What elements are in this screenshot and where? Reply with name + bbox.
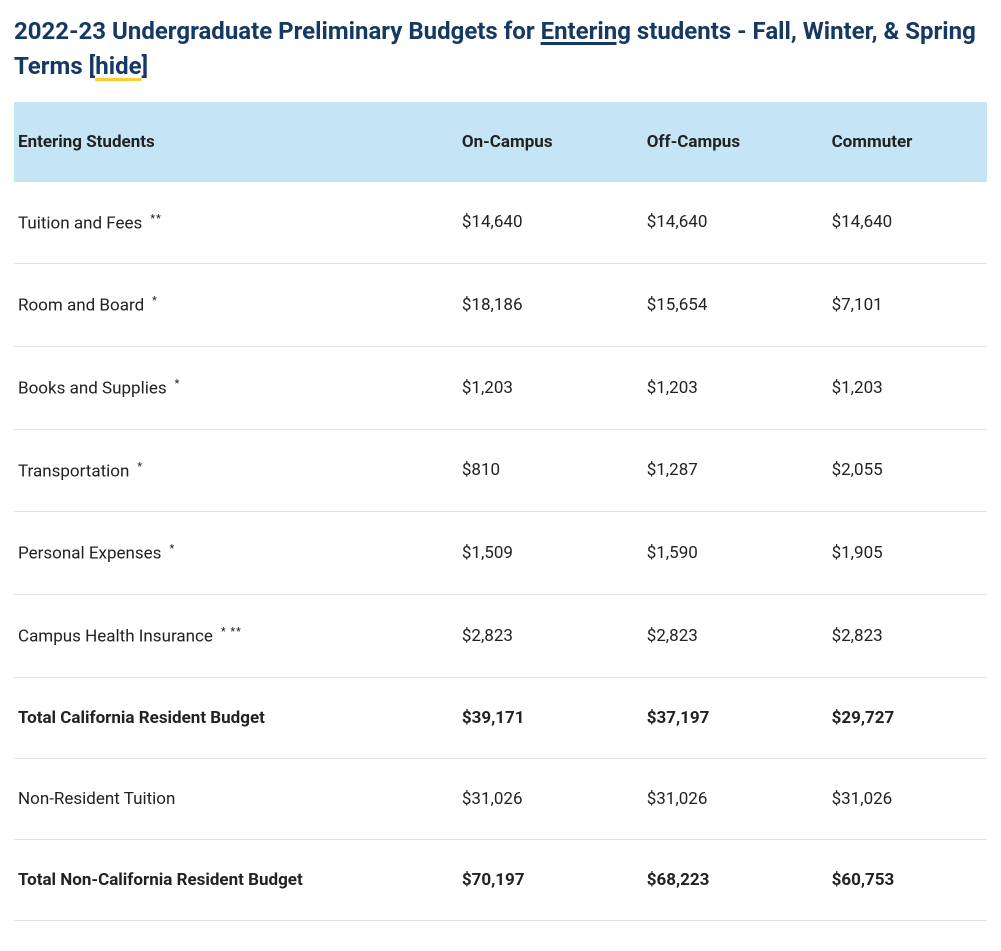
row-label-cell: Total California Resident Budget [14, 677, 452, 758]
value-cell: $2,823 [452, 594, 637, 677]
row-label: Campus Health Insurance [18, 627, 213, 647]
col-header: Entering Students [14, 102, 452, 182]
row-label-cell: Tuition and Fees ** [14, 182, 452, 264]
table-row: Campus Health Insurance* **$2,823$2,823$… [14, 594, 987, 677]
value-cell: $39,171 [452, 677, 637, 758]
value-cell: $14,640 [452, 182, 637, 264]
row-label: Transportation [18, 461, 129, 481]
value-cell: $15,654 [637, 264, 822, 347]
row-label: Room and Board [18, 296, 144, 316]
value-cell: $810 [452, 429, 637, 512]
table-row: Transportation * $810$1,287$2,055 [14, 429, 987, 512]
value-cell: $1,203 [637, 346, 822, 429]
table-header-row: Entering Students On-Campus Off-Campus C… [14, 102, 987, 182]
table-row: Total California Resident Budget$39,171$… [14, 677, 987, 758]
row-label-cell: Campus Health Insurance * ** [14, 594, 452, 677]
hide-link[interactable]: hide [95, 52, 141, 80]
table-row: Room and Board * $18,186$15,654$7,101 [14, 264, 987, 347]
row-label-cell: Books and Supplies * [14, 346, 452, 429]
row-label-cell: Room and Board * [14, 264, 452, 347]
row-label-cell: Personal Expenses * [14, 512, 452, 595]
value-cell: $1,590 [637, 512, 822, 595]
value-cell: $2,823 [822, 594, 987, 677]
row-label-cell: Transportation * [14, 429, 452, 512]
value-cell: $37,197 [637, 677, 822, 758]
row-label: Books and Supplies [18, 379, 167, 399]
value-cell: $18,186 [452, 264, 637, 347]
value-cell: $1,509 [452, 512, 637, 595]
footnote-marker: * [137, 460, 143, 473]
table-body: Tuition and Fees**$14,640$14,640$14,640R… [14, 182, 987, 920]
row-label: Non-Resident Tuition [18, 789, 175, 809]
page-title: 2022-23 Undergraduate Preliminary Budget… [14, 14, 987, 84]
value-cell: $68,223 [637, 839, 822, 920]
value-cell: $14,640 [637, 182, 822, 264]
footnote-marker: ** [150, 212, 161, 225]
value-cell: $70,197 [452, 839, 637, 920]
value-cell: $1,203 [822, 346, 987, 429]
title-prefix: 2022-23 Undergraduate Preliminary Budget… [14, 17, 541, 45]
row-label-cell: Non-Resident Tuition [14, 758, 452, 839]
value-cell: $31,026 [452, 758, 637, 839]
col-header: Off-Campus [637, 102, 822, 182]
title-close-bracket: ] [142, 52, 149, 80]
value-cell: $2,823 [637, 594, 822, 677]
value-cell: $31,026 [637, 758, 822, 839]
col-header: On-Campus [452, 102, 637, 182]
value-cell: $29,727 [822, 677, 987, 758]
row-label: Total California Resident Budget [18, 708, 265, 728]
title-underlined: Entering [541, 17, 631, 45]
table-row: Personal Expenses * $1,509$1,590$1,905 [14, 512, 987, 595]
value-cell: $1,287 [637, 429, 822, 512]
value-cell: $1,203 [452, 346, 637, 429]
value-cell: $14,640 [822, 182, 987, 264]
table-row: Books and Supplies*$1,203$1,203$1,203 [14, 346, 987, 429]
value-cell: $31,026 [822, 758, 987, 839]
footnote-marker: * [152, 294, 158, 307]
value-cell: $7,101 [822, 264, 987, 347]
footnote-marker: * ** [221, 625, 242, 638]
row-label: Total Non-California Resident Budget [18, 870, 303, 890]
table-row: Tuition and Fees**$14,640$14,640$14,640 [14, 182, 987, 264]
table-row: Total Non-California Resident Budget $70,… [14, 839, 987, 920]
row-label: Tuition and Fees [18, 213, 142, 233]
value-cell: $2,055 [822, 429, 987, 512]
value-cell: $1,905 [822, 512, 987, 595]
row-label: Personal Expenses [18, 544, 161, 564]
col-header: Commuter [822, 102, 987, 182]
budget-table: Entering Students On-Campus Off-Campus C… [14, 102, 987, 921]
table-row: Non-Resident Tuition$31,026$31,026$31,02… [14, 758, 987, 839]
value-cell: $60,753 [822, 839, 987, 920]
row-label-cell: Total Non-California Resident Budget [14, 839, 452, 920]
footnote-marker: * [169, 542, 175, 555]
footnote-marker: * [175, 377, 181, 390]
